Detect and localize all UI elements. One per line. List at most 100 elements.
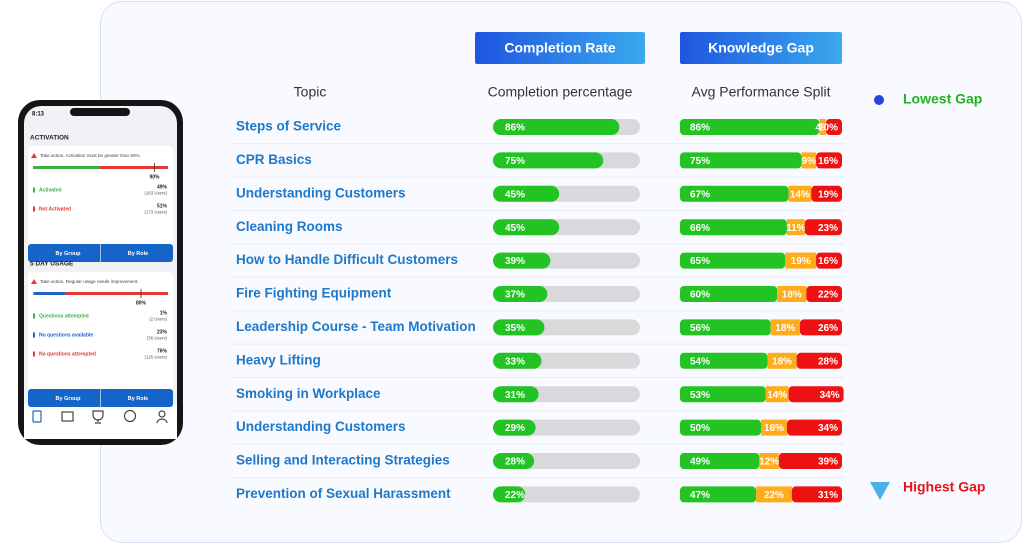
split-segment [680, 286, 778, 302]
completion-bar [493, 419, 536, 436]
split-segment [680, 352, 768, 369]
split-label: 34% [820, 390, 840, 401]
split-label: 39% [818, 457, 838, 468]
legend-value: 76% [157, 348, 168, 354]
completion-label: 29% [505, 423, 525, 434]
split-segment [788, 386, 844, 403]
nav-icon[interactable] [123, 409, 137, 423]
phone-button[interactable]: By Group [55, 396, 81, 402]
split-label: 18% [772, 356, 792, 367]
nav-icon[interactable] [32, 410, 42, 423]
split-segment [680, 319, 771, 336]
split-label: 9% [802, 156, 817, 167]
split-label: 28% [818, 356, 838, 367]
split-segment [819, 119, 826, 135]
completion-label: 37% [505, 290, 525, 301]
completion-label: 28% [505, 457, 525, 468]
split-segment [806, 286, 842, 302]
split-segment [759, 453, 779, 469]
topic: Heavy Lifting [236, 352, 321, 367]
completion-label: 86% [505, 123, 525, 134]
completion-bar [493, 319, 545, 336]
completion-label: 39% [505, 256, 525, 267]
legend-swatch [33, 206, 35, 212]
split-label: 66% [690, 223, 710, 234]
legend-name: Activated [39, 187, 62, 193]
section-card [28, 146, 173, 262]
phone-button[interactable]: By Group [55, 251, 81, 257]
split-segment [778, 453, 842, 469]
section-title: 5 DAY USAGE [30, 261, 74, 268]
nav-icon[interactable] [92, 410, 104, 424]
split-segment [765, 386, 789, 403]
gap-top-label: Lowest Gap [903, 91, 982, 107]
gap-arrow-start [874, 95, 884, 105]
target-label: 80% [136, 300, 147, 306]
split-label: 14% [790, 189, 810, 200]
completion-label: 33% [505, 356, 525, 367]
phone-notch [70, 108, 130, 116]
alert-icon [31, 153, 37, 158]
split-label: 18% [782, 290, 802, 301]
phone-button[interactable]: By Role [128, 396, 148, 402]
completion-label: 45% [505, 223, 525, 234]
split-segment [777, 286, 807, 302]
split-label: 16% [818, 256, 838, 267]
split-label: 11% [786, 223, 806, 234]
split-segment [680, 119, 820, 135]
phone-nav [24, 404, 177, 439]
legend-value: 23% [157, 329, 168, 335]
legend-name: Not Activated [39, 206, 71, 212]
split-segment [799, 319, 842, 336]
split-segment [796, 352, 842, 369]
gap-button[interactable] [680, 32, 842, 64]
legend-users: (125 Users) [145, 355, 168, 360]
split-label: 86% [690, 123, 710, 134]
usage-bar [33, 292, 35, 295]
completion-button[interactable] [475, 32, 645, 64]
completion-bar [493, 352, 542, 369]
split-segment [811, 185, 842, 202]
nav-icon[interactable] [61, 411, 74, 422]
completion-label: 35% [505, 323, 525, 334]
topic: Fire Fighting Equipment [236, 286, 392, 301]
completion-bar [493, 119, 620, 135]
split-label: 12% [759, 457, 779, 468]
phone: 8:13 ACTIVATION Take action, Activation m… [18, 100, 183, 445]
split-segment [786, 419, 842, 436]
split-segment [680, 152, 802, 169]
alert-text: Take action, Regular usage needs improve… [40, 279, 139, 284]
completion-bar [493, 486, 526, 503]
usage-bar [34, 292, 66, 295]
gap-button-label[interactable]: Knowledge Gap [708, 40, 814, 56]
completion-bar [493, 386, 539, 403]
split-label: 60% [690, 290, 710, 301]
completion-bar [493, 252, 551, 269]
split-label: 67% [690, 189, 710, 200]
section-card [28, 272, 173, 407]
completion-label: 22% [505, 490, 525, 501]
completion-button-label[interactable]: Completion Rate [504, 40, 615, 56]
split-segment [680, 486, 757, 503]
split-label: 19% [818, 189, 838, 200]
topic: Leadership Course - Team Motivation [236, 319, 476, 334]
legend-value: 49% [157, 184, 168, 190]
split-label: 56% [690, 323, 710, 334]
nav-icon[interactable] [156, 410, 168, 424]
completion-label: 45% [505, 189, 525, 200]
split-label: 53% [690, 390, 710, 401]
phone-button[interactable]: By Role [128, 251, 148, 257]
legend-swatch [33, 313, 35, 319]
section-title: ACTIVATION [30, 135, 69, 142]
completion-label: 31% [505, 390, 525, 401]
split-label: 50% [690, 423, 710, 434]
split-segment [804, 219, 842, 236]
split-label: 14% [767, 390, 787, 401]
topic: Cleaning Rooms [236, 219, 343, 234]
split-label: 49% [690, 457, 710, 468]
split-segment [785, 252, 817, 269]
split-segment [680, 219, 787, 236]
split-label: 18% [775, 323, 795, 334]
usage-bar [99, 166, 168, 169]
topic: Smoking in Workplace [236, 386, 381, 401]
